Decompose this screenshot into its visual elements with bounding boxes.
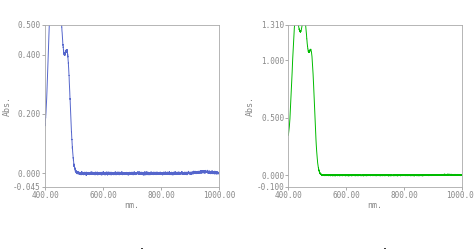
- Text: sample 1: sample 1: [94, 248, 170, 249]
- X-axis label: nm.: nm.: [125, 201, 139, 210]
- X-axis label: nm.: nm.: [368, 201, 383, 210]
- Text: sample 2: sample 2: [337, 248, 413, 249]
- Y-axis label: Abs.: Abs.: [246, 96, 255, 116]
- Y-axis label: Abs.: Abs.: [3, 96, 12, 116]
